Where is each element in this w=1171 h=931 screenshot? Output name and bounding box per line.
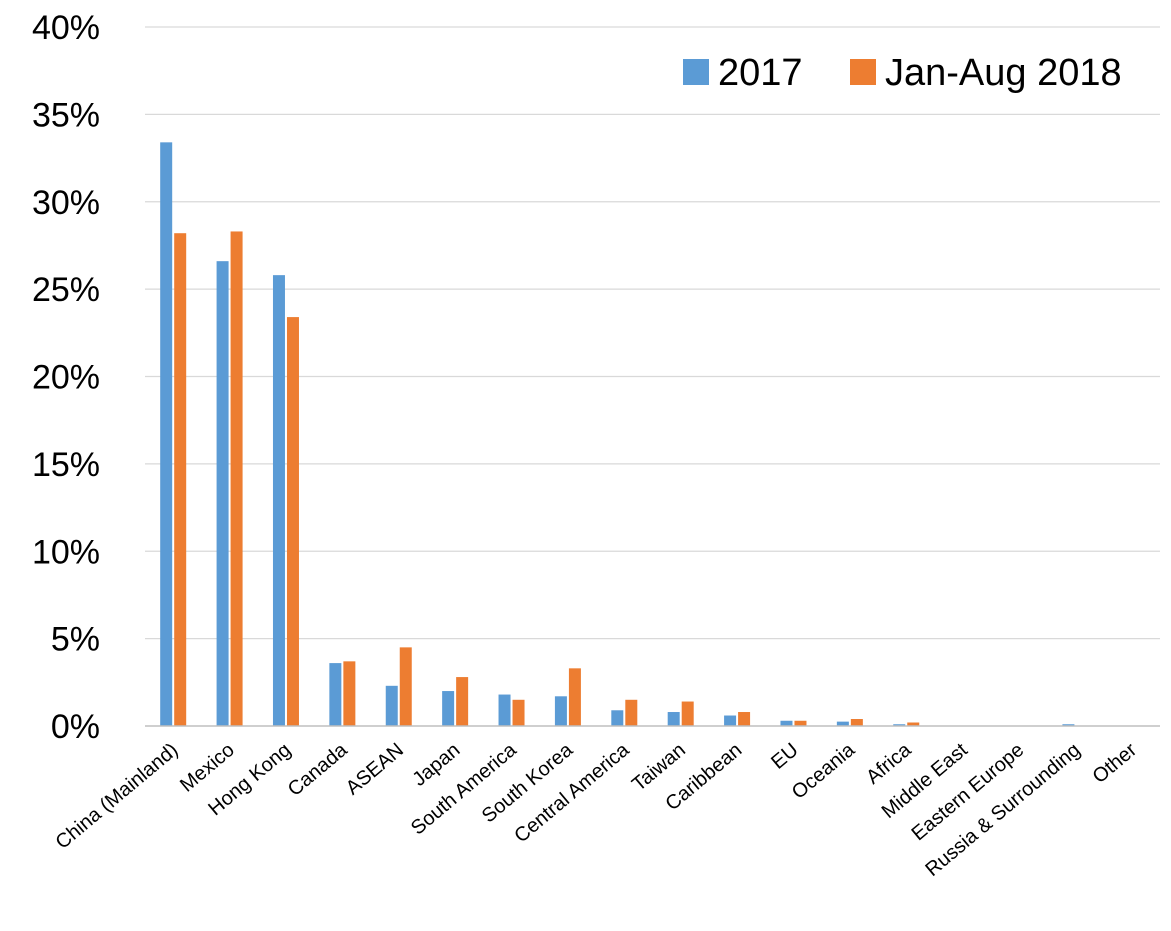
y-axis: 0% 5% 10% 15% 20% 25% 30% 35% 40% <box>32 9 100 746</box>
legend-label-jan-aug-2018: Jan-Aug 2018 <box>885 52 1122 94</box>
bar-2017 <box>385 685 398 726</box>
bar-2017 <box>611 710 624 726</box>
bar-jan-aug-2018 <box>286 317 299 726</box>
bar-jan-aug-2018 <box>174 233 187 726</box>
bar-jan-aug-2018 <box>625 699 638 726</box>
bar-2017 <box>498 694 511 726</box>
bar-2017 <box>554 696 567 726</box>
gridlines <box>145 26 1160 640</box>
legend-swatch-jan-aug-2018 <box>850 59 876 85</box>
bar-jan-aug-2018 <box>568 668 581 726</box>
bar-jan-aug-2018 <box>850 719 863 726</box>
y-tick-label: 25% <box>32 271 100 309</box>
legend: 2017 Jan-Aug 2018 <box>683 52 1122 94</box>
bar-jan-aug-2018 <box>230 231 243 726</box>
bar-2017 <box>724 715 737 726</box>
x-tick-label: China (Mainland) <box>52 739 183 854</box>
y-tick-label: 15% <box>32 446 100 484</box>
x-tick-label: Canada <box>284 738 352 800</box>
bar-2017 <box>667 712 680 726</box>
bar-jan-aug-2018 <box>794 720 807 726</box>
bar-2017 <box>836 721 849 726</box>
bars <box>160 142 1145 726</box>
bar-jan-aug-2018 <box>681 701 694 726</box>
bar-2017 <box>780 720 793 726</box>
y-tick-label: 30% <box>32 184 100 222</box>
x-tick-label: ASEAN <box>342 739 408 799</box>
bar-jan-aug-2018 <box>399 647 412 726</box>
bar-2017 <box>160 142 173 726</box>
y-tick-label: 40% <box>32 9 100 47</box>
bar-jan-aug-2018 <box>907 722 920 726</box>
x-tick-label: Oceania <box>788 738 860 803</box>
y-tick-label: 0% <box>51 708 100 746</box>
x-tick-label: Other <box>1089 739 1142 788</box>
bar-jan-aug-2018 <box>512 699 525 726</box>
x-tick-label: EU <box>767 739 802 774</box>
y-tick-label: 10% <box>32 533 100 571</box>
bar-2017 <box>216 261 229 726</box>
bar-2017 <box>272 275 285 726</box>
bar-jan-aug-2018 <box>456 677 469 726</box>
y-tick-label: 20% <box>32 359 100 397</box>
bar-2017 <box>1062 724 1075 726</box>
bar-2017 <box>442 691 455 726</box>
bar-jan-aug-2018 <box>738 712 751 726</box>
legend-swatch-2017 <box>683 59 709 85</box>
y-tick-label: 35% <box>32 96 100 134</box>
y-tick-label: 5% <box>51 621 100 659</box>
bar-2017 <box>893 724 906 726</box>
bar-jan-aug-2018 <box>343 661 356 726</box>
bar-2017 <box>329 663 342 726</box>
legend-label-2017: 2017 <box>718 52 803 94</box>
